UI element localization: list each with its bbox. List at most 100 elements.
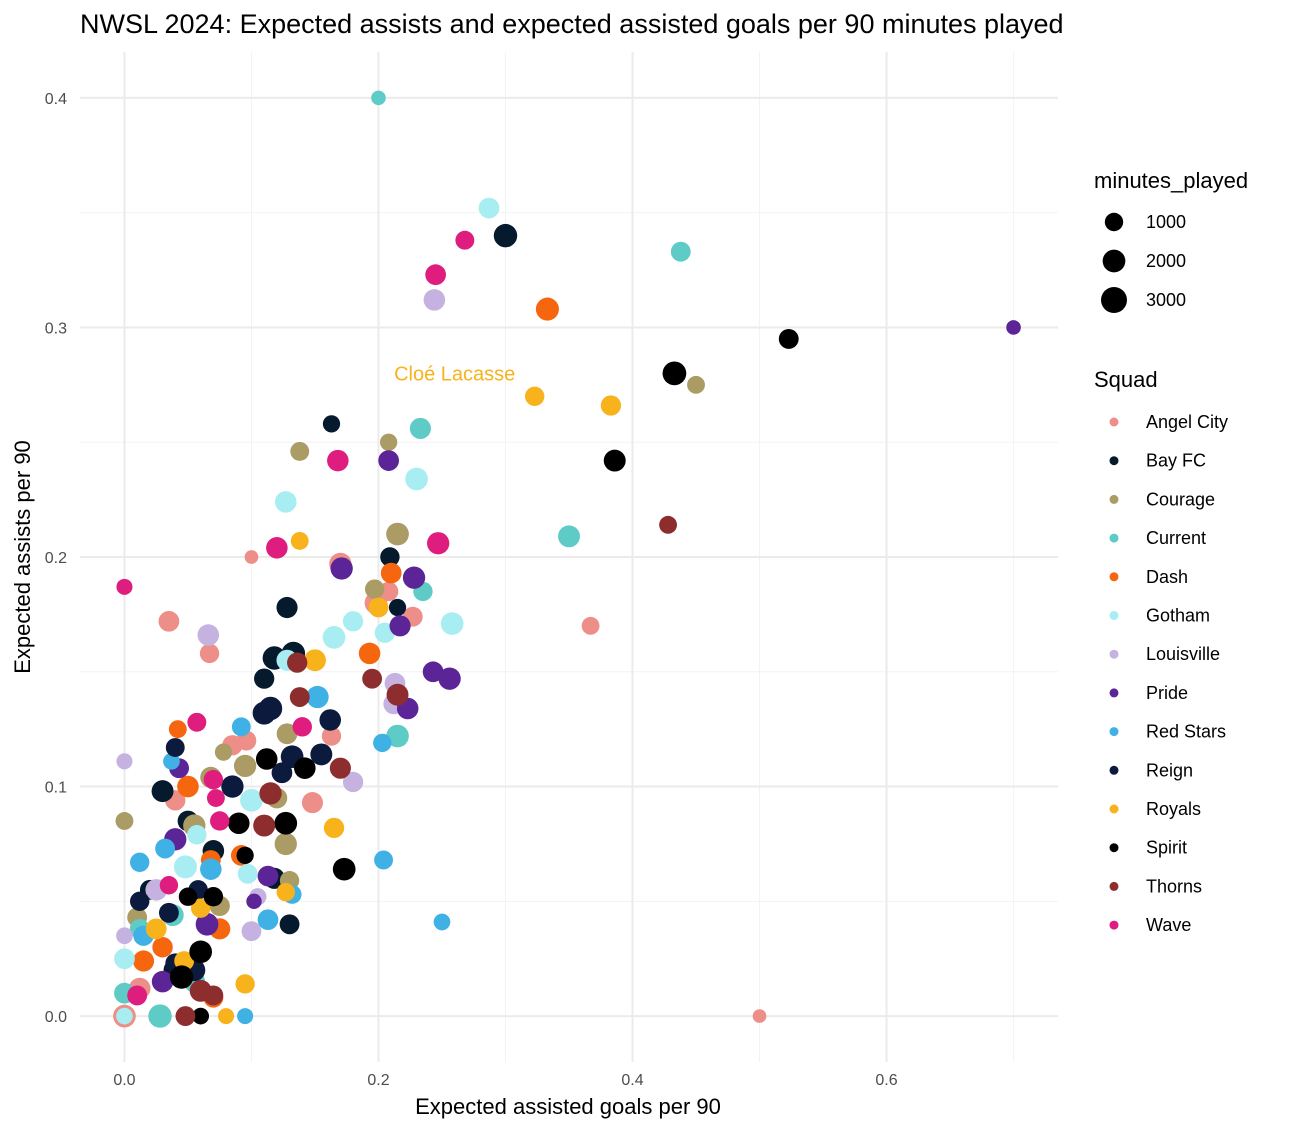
data-point (163, 752, 180, 770)
data-point (386, 724, 409, 748)
squad-legend-key (1109, 611, 1119, 620)
data-point (155, 838, 176, 859)
data-point (279, 914, 300, 935)
data-point (159, 876, 179, 895)
data-point (276, 882, 295, 902)
data-point (127, 985, 148, 1006)
data-point (433, 913, 451, 931)
data-point (187, 712, 207, 732)
x-axis-title: Expected assisted goals per 90 (415, 1094, 721, 1119)
data-point (290, 532, 309, 550)
data-point (274, 491, 297, 513)
squad-legend-label: Reign (1146, 760, 1193, 780)
squad-legend-key (1109, 417, 1119, 427)
data-point (116, 578, 133, 595)
data-point (175, 1006, 196, 1027)
data-point (116, 753, 133, 770)
size-legend-key (1101, 287, 1127, 313)
squad-legend-key (1109, 804, 1119, 814)
data-point (422, 661, 444, 683)
y-tick-label: 0.1 (45, 780, 67, 797)
data-point (237, 863, 258, 884)
y-axis-title: Expected assists per 90 (10, 440, 35, 674)
data-point (148, 1004, 172, 1028)
data-point (662, 361, 687, 386)
data-point (374, 850, 394, 870)
data-point (197, 624, 220, 646)
data-point (581, 616, 600, 635)
data-point (379, 433, 398, 451)
data-point (233, 754, 257, 778)
data-point (259, 782, 282, 805)
x-tick-label: 0.4 (621, 1072, 643, 1089)
data-point (304, 649, 326, 672)
squad-legend-title: Squad (1094, 367, 1158, 392)
data-point (364, 579, 385, 599)
data-point (438, 667, 461, 690)
y-tick-label: 0.4 (45, 91, 67, 108)
data-point (274, 832, 297, 856)
squad-legend-label: Spirit (1146, 838, 1187, 858)
squad-legend-key (1109, 881, 1119, 891)
squad-legend-key (1109, 843, 1119, 853)
y-tick-label: 0.2 (45, 550, 67, 567)
data-point (203, 985, 224, 1006)
data-point (240, 788, 263, 812)
data-point (218, 1008, 235, 1025)
data-point (203, 769, 224, 790)
x-tick-label: 0.0 (113, 1072, 135, 1089)
data-point (130, 891, 150, 912)
data-point (1006, 320, 1021, 335)
size-legend: minutes_played 1000 2000 3000 (1094, 168, 1248, 313)
data-point (358, 642, 381, 665)
data-point (266, 537, 288, 559)
data-point (236, 846, 254, 865)
squad-legend-key (1109, 533, 1119, 543)
data-point (535, 297, 559, 321)
data-point (190, 898, 211, 918)
data-point (287, 652, 308, 673)
data-point (330, 557, 353, 580)
squad-legend-label: Current (1146, 528, 1206, 548)
data-point (306, 685, 329, 709)
data-point (237, 1008, 254, 1025)
squad-legend-key (1109, 572, 1119, 582)
data-point (670, 241, 691, 262)
data-point (271, 762, 293, 784)
data-point (116, 1007, 133, 1025)
data-point (158, 610, 180, 632)
data-point (187, 825, 207, 845)
data-point (752, 1009, 767, 1023)
data-point (323, 817, 345, 839)
data-point (195, 912, 219, 936)
data-point (290, 441, 310, 461)
squad-legend-label: Royals (1146, 799, 1201, 819)
squad-legend-label: Bay FC (1146, 451, 1206, 471)
size-legend-key (1102, 249, 1126, 273)
data-point (423, 289, 446, 311)
data-point (210, 811, 230, 831)
data-point (116, 927, 133, 945)
data-point (200, 858, 222, 880)
data-point (329, 757, 351, 779)
data-point (478, 197, 500, 219)
data-point (388, 598, 407, 617)
y-tick-label: 0.0 (45, 1009, 67, 1026)
grid-major (80, 52, 1058, 1062)
data-point (178, 887, 198, 906)
size-legend-key (1104, 212, 1124, 232)
squad-legend-label: Dash (1146, 567, 1188, 587)
data-point (168, 720, 187, 739)
data-point (778, 329, 799, 349)
data-points (113, 90, 1021, 1028)
data-point (322, 625, 346, 649)
y-axis-ticks: 0.0 0.1 0.2 0.3 0.4 (45, 91, 67, 1026)
data-point (389, 615, 411, 637)
data-point (292, 717, 312, 737)
data-point (603, 449, 626, 472)
data-point (253, 814, 276, 837)
data-point (276, 723, 298, 745)
y-tick-label: 0.3 (45, 320, 67, 337)
data-point (409, 417, 431, 440)
